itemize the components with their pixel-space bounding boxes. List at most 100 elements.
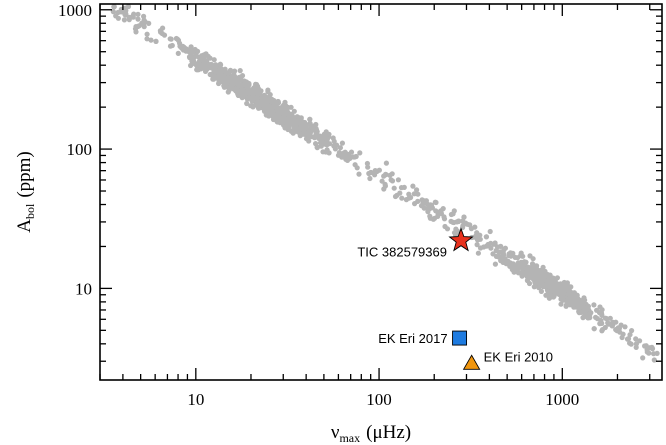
background-point <box>415 198 421 204</box>
background-point <box>160 25 166 31</box>
background-points <box>110 3 660 363</box>
background-point <box>203 51 209 57</box>
background-point <box>504 260 510 267</box>
background-point <box>265 87 271 93</box>
background-point <box>323 129 329 135</box>
background-point <box>356 171 362 177</box>
background-point <box>144 31 150 37</box>
background-point <box>577 304 583 310</box>
background-point <box>414 187 420 193</box>
background-point <box>211 57 217 63</box>
background-point <box>210 63 216 69</box>
background-point <box>576 308 582 315</box>
background-point <box>391 185 397 191</box>
background-point <box>126 17 132 23</box>
background-point <box>285 104 291 111</box>
background-point <box>135 11 141 17</box>
background-point <box>226 70 232 76</box>
x-axis-subscript: max <box>339 431 360 445</box>
background-point <box>223 83 229 90</box>
background-point <box>249 95 255 101</box>
background-point <box>287 112 293 118</box>
background-point <box>456 218 462 224</box>
background-point <box>238 92 245 98</box>
background-point <box>261 105 267 111</box>
background-point <box>633 336 639 342</box>
background-point <box>473 233 479 239</box>
background-point <box>558 301 564 307</box>
background-point <box>194 62 200 68</box>
x-axis-unit: (μHz) <box>366 422 411 443</box>
background-point <box>208 72 214 78</box>
background-point <box>565 287 571 293</box>
background-point <box>574 298 581 304</box>
background-point <box>353 153 359 160</box>
background-point <box>383 171 389 177</box>
background-point <box>142 19 148 25</box>
background-point <box>461 214 467 220</box>
background-point <box>232 68 238 74</box>
background-point <box>291 108 297 114</box>
background-point <box>530 256 536 262</box>
background-point <box>607 315 613 321</box>
background-point <box>387 172 393 178</box>
background-point <box>192 46 198 53</box>
background-point <box>204 58 210 64</box>
background-point <box>123 8 129 14</box>
background-point <box>221 67 227 73</box>
background-point <box>410 183 416 189</box>
background-point <box>307 116 313 122</box>
y-tick-label: 1000 <box>58 1 92 20</box>
background-point <box>627 332 633 338</box>
background-point <box>278 118 284 124</box>
background-point <box>298 124 304 130</box>
background-point <box>542 284 549 290</box>
background-point <box>415 191 421 197</box>
background-point <box>627 340 633 346</box>
background-point <box>507 250 514 256</box>
background-point <box>633 341 640 347</box>
background-point <box>498 243 504 249</box>
background-point <box>168 36 174 42</box>
background-point <box>629 328 635 334</box>
background-point <box>546 295 553 301</box>
background-point <box>250 104 256 110</box>
background-point <box>158 29 164 35</box>
background-point <box>311 126 317 132</box>
y-axis-unit: (ppm) <box>14 151 35 197</box>
tick-labels: 10 100 1000 10 100 1000 <box>58 1 579 409</box>
background-point <box>123 12 129 18</box>
background-point <box>591 326 597 332</box>
background-point <box>381 186 387 192</box>
background-point <box>308 134 315 140</box>
background-point <box>153 38 159 45</box>
background-point <box>284 124 291 130</box>
background-point <box>594 316 601 322</box>
background-point <box>622 324 628 330</box>
background-point <box>501 246 507 252</box>
background-point <box>319 139 326 146</box>
background-point <box>488 240 494 246</box>
background-point <box>597 304 603 310</box>
background-point <box>368 169 374 176</box>
background-point <box>432 199 438 205</box>
background-point <box>244 100 250 107</box>
background-point <box>335 152 342 158</box>
background-point <box>237 68 243 74</box>
y-axis-subscript: bol <box>23 203 37 219</box>
background-point <box>254 95 260 101</box>
x-axis-symbol: ν <box>331 422 340 443</box>
background-point <box>175 50 181 57</box>
background-point <box>256 89 262 95</box>
background-point <box>493 253 499 259</box>
background-point <box>538 288 545 294</box>
background-point <box>270 113 276 119</box>
background-point <box>654 350 660 356</box>
background-point <box>272 104 278 110</box>
background-point <box>389 178 396 184</box>
background-point <box>314 145 320 151</box>
background-point <box>133 29 139 35</box>
background-point <box>529 268 535 274</box>
background-point <box>649 344 655 350</box>
triangle-marker <box>462 354 481 370</box>
